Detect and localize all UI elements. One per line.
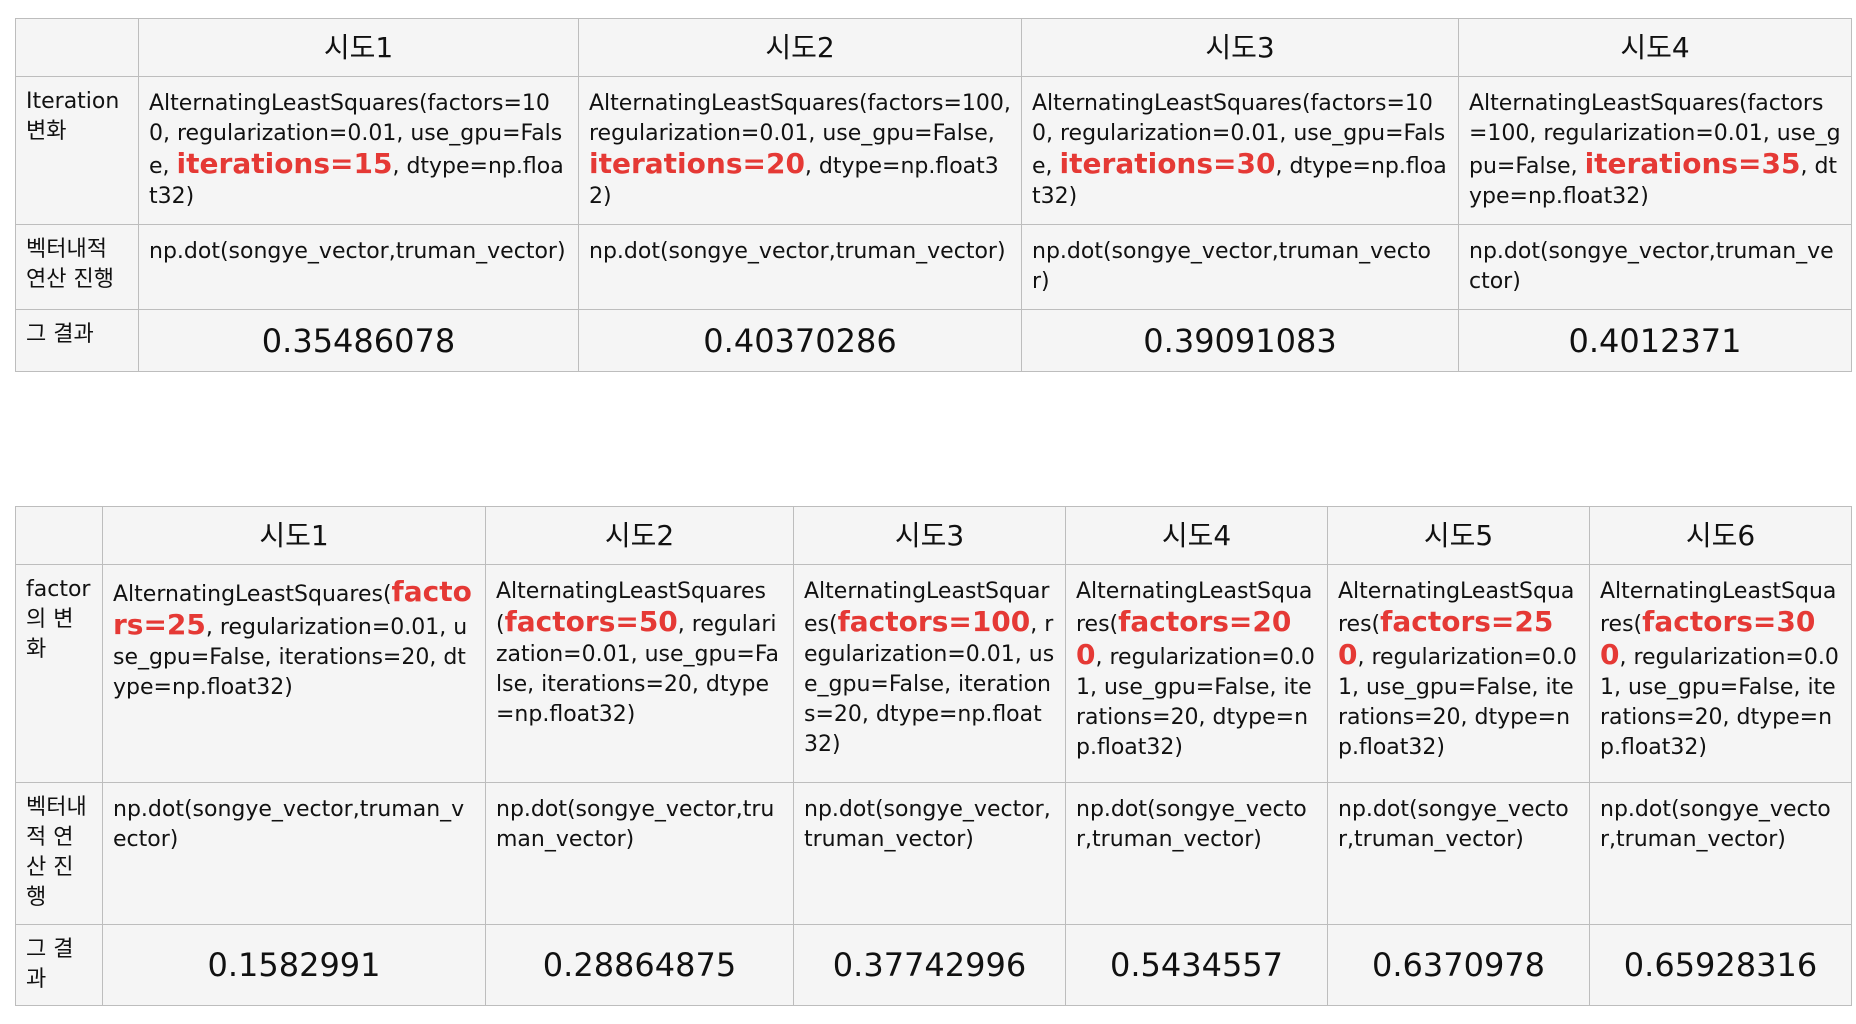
result-cell: 0.39091083 xyxy=(1021,309,1459,372)
factors-table: 시도1 시도2 시도3 시도4 시도5 시도6 factor 의 변화 Alte… xyxy=(15,506,1852,1006)
param-text: AlternatingLeastSquares( xyxy=(113,582,392,607)
param-text: AlternatingLeastSquares( xyxy=(1600,579,1837,637)
result-cell: 0.5434557 xyxy=(1065,924,1328,1006)
param-cell: AlternatingLeastSquares(factors=100, reg… xyxy=(1021,76,1459,225)
param-text: , regularization=0.01, use_gpu=False, it… xyxy=(496,612,779,727)
param-cell: AlternatingLeastSquares(factors=100, reg… xyxy=(138,76,579,225)
row-label-param: Iteration 변화 xyxy=(15,76,139,225)
param-cell: AlternatingLeastSquares(factors=25, regu… xyxy=(102,564,486,783)
param-highlight: iterations=15 xyxy=(176,147,393,180)
param-text: AlternatingLeastSquares(factors=100, reg… xyxy=(1469,91,1841,179)
corner-cell xyxy=(15,18,139,77)
header-trial-4: 시도4 xyxy=(1065,506,1328,565)
param-text: AlternatingLeastSquares( xyxy=(804,579,1050,637)
param-text: , dtype=np.float32) xyxy=(149,154,564,209)
param-cell: AlternatingLeastSquares(factors=100, reg… xyxy=(793,564,1066,783)
result-cell: 0.28864875 xyxy=(485,924,794,1006)
result-cell: 0.4012371 xyxy=(1458,309,1852,372)
param-highlight: factors=250 xyxy=(1338,605,1554,671)
factors-dot-row: 벡터내적 연산 진행 np.dot(songye_vector,truman_v… xyxy=(15,782,1852,925)
param-cell: AlternatingLeastSquares(factors=50, regu… xyxy=(485,564,794,783)
header-trial-4: 시도4 xyxy=(1458,18,1852,77)
row-label-dot: 벡터내적 연산 진행 xyxy=(15,782,103,925)
param-highlight: iterations=35 xyxy=(1584,147,1801,180)
iterations-dot-row: 벡터내적 연산 진행 np.dot(songye_vector,truman_v… xyxy=(15,224,1852,310)
param-highlight: factors=100 xyxy=(837,605,1031,638)
result-cell: 0.1582991 xyxy=(102,924,486,1006)
param-cell: AlternatingLeastSquares(factors=300, reg… xyxy=(1589,564,1852,783)
param-text: , regularization=0.01, use_gpu=False, it… xyxy=(1600,645,1839,760)
corner-cell xyxy=(15,506,103,565)
factors-header-row: 시도1 시도2 시도3 시도4 시도5 시도6 xyxy=(15,506,1852,565)
param-text: , regularization=0.01, use_gpu=False, it… xyxy=(113,615,468,700)
factors-result-row: 그 결과 0.1582991 0.28864875 0.37742996 0.5… xyxy=(15,924,1852,1006)
iterations-table: 시도1 시도2 시도3 시도4 Iteration 변화 Alternating… xyxy=(15,18,1852,372)
dot-cell: np.dot(songye_vector,truman_vector) xyxy=(1065,782,1328,925)
row-label-result: 그 결과 xyxy=(15,924,103,1006)
param-cell: AlternatingLeastSquares(factors=200, reg… xyxy=(1065,564,1328,783)
row-label-dot: 벡터내적 연산 진행 xyxy=(15,224,139,310)
param-text: , regularization=0.01, use_gpu=False, it… xyxy=(804,612,1055,757)
row-label-result: 그 결과 xyxy=(15,309,139,372)
header-trial-5: 시도5 xyxy=(1327,506,1590,565)
dot-cell: np.dot(songye_vector,truman_vector) xyxy=(102,782,486,925)
header-trial-2: 시도2 xyxy=(485,506,794,565)
result-cell: 0.40370286 xyxy=(578,309,1022,372)
param-highlight: factors=200 xyxy=(1076,605,1292,671)
result-cell: 0.65928316 xyxy=(1589,924,1852,1006)
param-cell: AlternatingLeastSquares(factors=100, reg… xyxy=(1458,76,1852,225)
param-highlight: iterations=20 xyxy=(589,147,805,180)
param-text: , regularization=0.01, use_gpu=False, it… xyxy=(1338,645,1577,760)
param-text: AlternatingLeastSquares(factors=100, reg… xyxy=(149,91,563,179)
dot-cell: np.dot(songye_vector,truman_vector) xyxy=(793,782,1066,925)
param-highlight: factors=50 xyxy=(504,605,678,638)
param-cell: AlternatingLeastSquares(factors=100, reg… xyxy=(578,76,1022,225)
iterations-result-row: 그 결과 0.35486078 0.40370286 0.39091083 0.… xyxy=(15,309,1852,372)
param-text: , dtype=np.float32) xyxy=(589,154,999,209)
param-highlight: iterations=30 xyxy=(1059,147,1276,180)
header-trial-3: 시도3 xyxy=(1021,18,1459,77)
header-trial-2: 시도2 xyxy=(578,18,1022,77)
dot-cell: np.dot(songye_vector,truman_vector) xyxy=(1458,224,1852,310)
param-text: , dtype=np.float32) xyxy=(1469,154,1838,209)
dot-cell: np.dot(songye_vector,truman_vector) xyxy=(1021,224,1459,310)
param-text: AlternatingLeastSquares( xyxy=(496,579,766,637)
iterations-param-row: Iteration 변화 AlternatingLeastSquares(fac… xyxy=(15,76,1852,225)
param-cell: AlternatingLeastSquares(factors=250, reg… xyxy=(1327,564,1590,783)
param-text: AlternatingLeastSquares( xyxy=(1338,579,1575,637)
param-text: , dtype=np.float32) xyxy=(1032,154,1447,209)
param-text: AlternatingLeastSquares(factors=100, reg… xyxy=(1032,91,1446,179)
dot-cell: np.dot(songye_vector,truman_vector) xyxy=(578,224,1022,310)
dot-cell: np.dot(songye_vector,truman_vector) xyxy=(485,782,794,925)
result-cell: 0.37742996 xyxy=(793,924,1066,1006)
param-highlight: factors=300 xyxy=(1600,605,1816,671)
dot-cell: np.dot(songye_vector,truman_vector) xyxy=(1327,782,1590,925)
result-cell: 0.35486078 xyxy=(138,309,579,372)
param-text: AlternatingLeastSquares( xyxy=(1076,579,1313,637)
header-trial-1: 시도1 xyxy=(138,18,579,77)
header-trial-1: 시도1 xyxy=(102,506,486,565)
param-text: , regularization=0.01, use_gpu=False, it… xyxy=(1076,645,1315,760)
header-trial-6: 시도6 xyxy=(1589,506,1852,565)
dot-cell: np.dot(songye_vector,truman_vector) xyxy=(1589,782,1852,925)
factors-param-row: factor 의 변화 AlternatingLeastSquares(fact… xyxy=(15,564,1852,783)
header-trial-3: 시도3 xyxy=(793,506,1066,565)
result-cell: 0.6370978 xyxy=(1327,924,1590,1006)
param-highlight: factors=25 xyxy=(113,575,472,641)
param-text: AlternatingLeastSquares(factors=100, reg… xyxy=(589,91,1011,146)
row-label-param: factor 의 변화 xyxy=(15,564,103,783)
dot-cell: np.dot(songye_vector,truman_vector) xyxy=(138,224,579,310)
iterations-header-row: 시도1 시도2 시도3 시도4 xyxy=(15,18,1852,77)
